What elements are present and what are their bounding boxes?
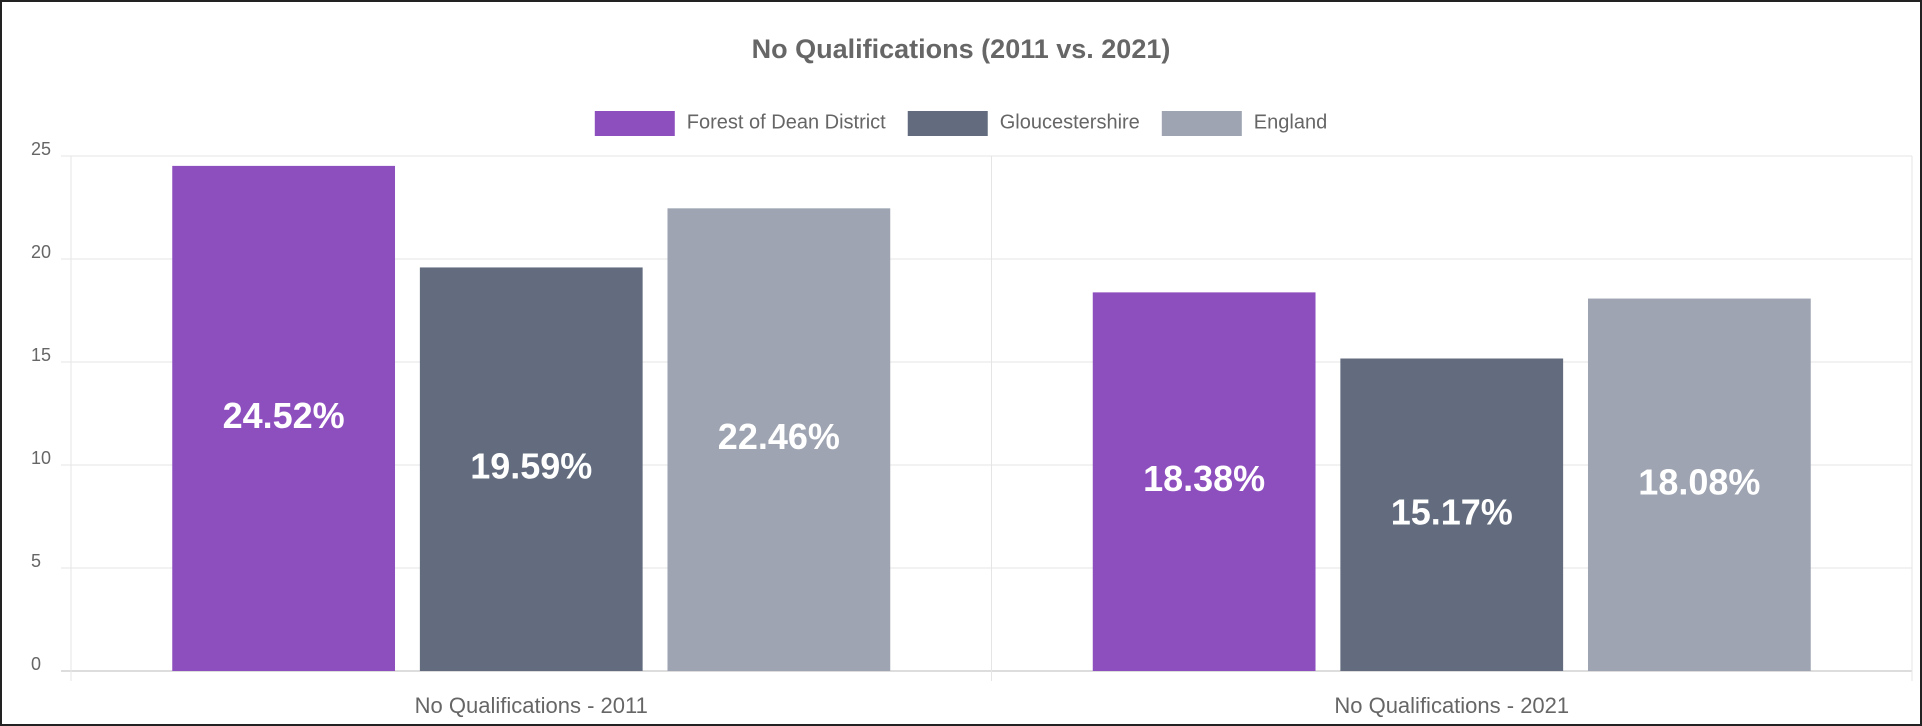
data-label: 19.59% bbox=[470, 446, 592, 487]
data-label: 18.08% bbox=[1638, 461, 1760, 502]
y-tick-label: 25 bbox=[31, 139, 51, 159]
bar bbox=[667, 208, 891, 671]
bar bbox=[1587, 298, 1811, 671]
y-tick-label: 0 bbox=[31, 654, 41, 674]
legend-swatch bbox=[1161, 111, 1242, 136]
data-label: 22.46% bbox=[718, 416, 840, 457]
legend-swatch bbox=[907, 111, 988, 136]
bar bbox=[172, 165, 396, 671]
y-tick-label: 20 bbox=[31, 242, 51, 262]
bar bbox=[1340, 358, 1564, 671]
x-tick-label: No Qualifications - 2011 bbox=[415, 693, 648, 718]
bar bbox=[1092, 292, 1316, 671]
chart-title: No Qualifications (2011 vs. 2021) bbox=[752, 34, 1171, 64]
legend-swatch bbox=[594, 111, 675, 136]
data-label: 18.38% bbox=[1143, 458, 1265, 499]
x-tick-label: No Qualifications - 2021 bbox=[1334, 693, 1569, 718]
legend-label: Gloucestershire bbox=[1000, 111, 1140, 133]
bar bbox=[419, 267, 643, 671]
y-tick-label: 10 bbox=[31, 448, 51, 468]
y-tick-label: 15 bbox=[31, 345, 51, 365]
legend-label: England bbox=[1254, 111, 1327, 133]
data-label: 15.17% bbox=[1391, 491, 1513, 532]
data-label: 24.52% bbox=[223, 395, 345, 436]
legend-label: Forest of Dean District bbox=[687, 111, 886, 133]
y-tick-label: 5 bbox=[31, 551, 41, 571]
